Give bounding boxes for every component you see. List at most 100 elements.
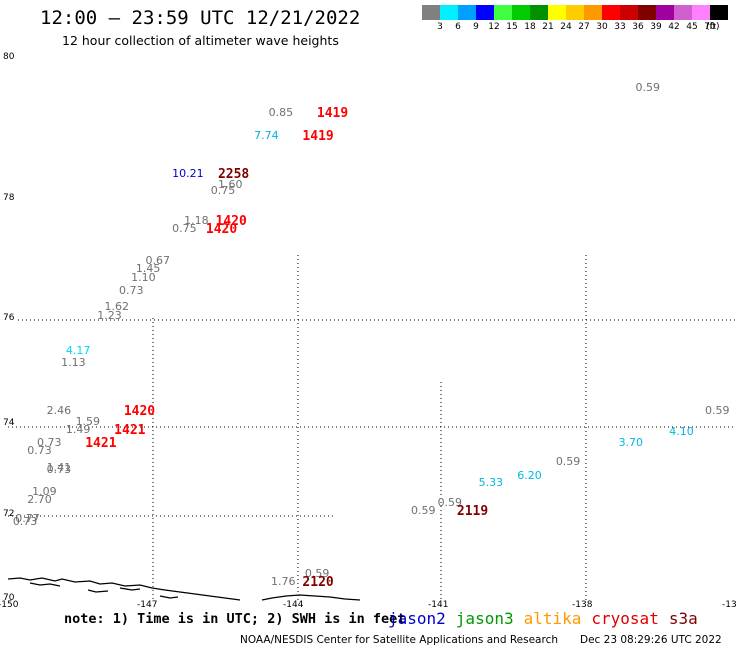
coastline [7,577,361,601]
colorbar-label: 6 [455,22,461,32]
wave-height-label: 7.74 [254,129,279,143]
colorbar-label: 21 [542,22,554,32]
wave-height-label: 0.59 [635,80,660,94]
wave-height-label: 10.21 [172,167,204,181]
colorbar-swatch [710,5,728,20]
colorbar-swatch [692,5,710,20]
colorbar-swatch [602,5,620,20]
colorbar-label: 42 [668,22,680,32]
coastline-segment [119,587,141,591]
lon-tick-label: -147 [137,600,158,610]
wave-height-label: 1.23 [97,308,122,322]
page-title: 12:00 – 23:59 UTC 12/21/2022 [40,7,361,29]
wave-height-label: 1.09 [32,485,57,499]
satellite-legend-jason3: jason3 [455,609,514,628]
wave-height-label: 2.46 [46,403,72,417]
colorbar-swatch [566,5,584,20]
wave-height-label: 1.59 [75,414,101,428]
pass-time-label: 1420 [215,213,247,229]
colorbar-swatch [674,5,692,20]
pass-time-label: 2258 [217,167,250,183]
colorbar-unit: (ft) [706,22,720,32]
wave-height-label: 0.75 [172,221,197,235]
colorbar-label: 70 [704,22,716,32]
wave-height-label: 0.85 [268,106,294,120]
wave-height-label: 0.73 [12,514,38,528]
swh-colorbar: 3 6 9 12 15 18 21 24 27 30 33 36 39 42 45 70 (ft) [422,5,728,35]
colorbar-swatch [620,5,638,20]
colorbar-swatch [512,5,530,20]
colorbar-label: 18 [524,22,536,32]
satellite-legend-jason2: jason2 [388,609,446,628]
wave-height-label: 0.59 [555,455,581,469]
colorbar-label: 15 [506,22,518,32]
lon-tick-label: -13 [722,600,737,610]
colorbar-label: 33 [614,22,626,32]
satellite-legend: jason2 jason3 altika cryosat s3a [388,609,698,628]
wave-height-label: 0.67 [145,254,171,268]
wave-height-label: 0.59 [304,566,330,580]
colorbar-label: 45 [686,22,698,32]
wave-height-label: 1.41 [46,460,72,474]
pass-time-label: 1419 [302,129,334,145]
graticule [8,255,735,600]
colorbar-swatch [476,5,494,20]
coastline-segment [29,582,61,587]
coastline-segment [261,594,361,601]
coastline-segment [87,589,109,593]
colorbar-swatch [530,5,548,20]
wave-height-label: 1.49 [65,422,91,436]
wave-height-label: 0.77 [15,512,40,526]
wave-height-label: 1.10 [131,270,156,284]
colorbar-swatch [638,5,656,20]
colorbar-label: 9 [473,22,479,32]
pass-time-label: 2120 [302,574,334,590]
satellite-legend-s3a: s3a [668,609,698,628]
colorbar-swatch [548,5,566,20]
colorbar-swatch [656,5,674,20]
lat-tick-label: 74 [3,418,15,428]
lon-tick-label: -141 [428,600,449,610]
wave-height-label: 6.20 [517,468,542,482]
legend-note: note: 1) Time is in UTC; 2) SWH is in fe… [64,611,406,627]
wave-height-label: 1.62 [104,300,130,314]
lon-tick-label: -138 [572,600,593,610]
colorbar-swatch [422,5,440,20]
satellite-legend-cryosat: cryosat [591,609,659,628]
footer-credit: NOAA/NESDIS Center for Satellite Applica… [240,634,558,646]
wave-height-label: 2.70 [27,493,52,507]
pass-time-label: 1421 [85,436,117,452]
pass-time-label: 1420 [123,403,156,419]
wave-height-label: 0.73 [36,436,62,450]
wave-height-label: 0.73 [27,444,52,458]
lat-tick-label: 76 [3,313,15,323]
colorbar-label: 3 [437,22,443,32]
wave-height-label: 1.76 [271,574,296,588]
pass-time-label: 1420 [205,221,238,237]
wave-height-label: 1.45 [135,262,161,276]
wave-height-label: 0.59 [411,504,436,518]
colorbar-swatch [494,5,512,20]
colorbar-label: 30 [596,22,608,32]
colorbar-swatch [440,5,458,20]
wave-height-label: 0.73 [46,463,72,477]
wave-height-label: 5.33 [478,475,504,489]
wave-height-label: 1.18 [184,213,209,227]
lat-tick-label: 80 [3,52,15,62]
wave-height-label: 0.75 [210,183,236,197]
wave-height-label: 1.60 [217,178,243,192]
satellite-legend-altika: altika [523,609,582,628]
colorbar-label: 39 [650,22,662,32]
pass-time-label: 1419 [316,106,349,122]
colorbar-label: 24 [560,22,572,32]
lon-tick-label: -144 [283,600,304,610]
colorbar-swatch [458,5,476,20]
lat-tick-label: 72 [3,509,15,519]
colorbar-label: 12 [488,22,500,32]
wave-height-label: 0.73 [119,284,144,298]
lat-tick-label: 78 [3,193,15,203]
lon-tick-label: -150 [0,600,19,610]
pass-time-label: 2119 [456,504,489,520]
